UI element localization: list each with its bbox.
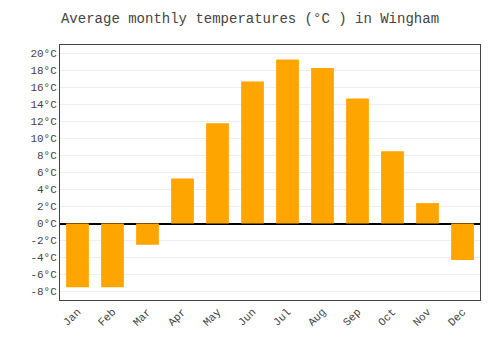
svg-text:-4°C: -4°C — [30, 252, 57, 264]
svg-text:Feb: Feb — [96, 306, 118, 328]
svg-text:Average monthly temperatures (: Average monthly temperatures (°C ) in Wi… — [61, 11, 439, 27]
svg-text:2°C: 2°C — [37, 201, 57, 213]
svg-text:6°C: 6°C — [37, 167, 57, 179]
svg-text:Sep: Sep — [341, 306, 363, 328]
svg-text:-2°C: -2°C — [30, 235, 57, 247]
svg-text:16°C: 16°C — [30, 82, 57, 94]
svg-text:May: May — [201, 306, 224, 329]
svg-text:Oct: Oct — [376, 306, 398, 328]
svg-text:10°C: 10°C — [30, 133, 57, 145]
svg-text:4°C: 4°C — [37, 184, 57, 196]
svg-text:8°C: 8°C — [37, 150, 57, 162]
svg-text:20°C: 20°C — [30, 48, 57, 60]
svg-text:Nov: Nov — [411, 306, 434, 329]
svg-text:14°C: 14°C — [30, 99, 57, 111]
svg-text:Jun: Jun — [236, 306, 258, 328]
svg-text:Mar: Mar — [131, 306, 153, 328]
svg-text:Jul: Jul — [271, 306, 293, 328]
svg-text:12°C: 12°C — [30, 116, 57, 128]
svg-text:Aug: Aug — [306, 306, 328, 328]
svg-text:-8°C: -8°C — [30, 286, 57, 298]
svg-text:0°C: 0°C — [37, 218, 57, 230]
svg-text:18°C: 18°C — [30, 65, 57, 77]
svg-text:-6°C: -6°C — [30, 269, 57, 281]
svg-text:Jan: Jan — [61, 306, 83, 328]
svg-text:Apr: Apr — [166, 306, 188, 328]
svg-text:Dec: Dec — [446, 306, 468, 328]
